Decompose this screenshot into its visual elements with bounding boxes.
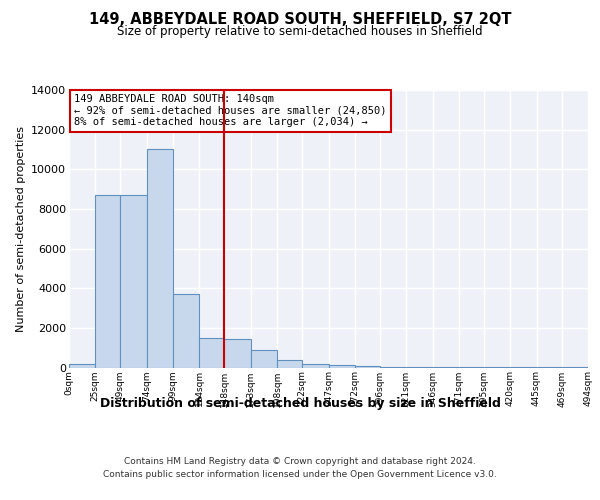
Bar [302, 364, 329, 368]
Bar [277, 360, 302, 368]
Bar [355, 366, 380, 368]
Y-axis label: Number of semi-detached properties: Number of semi-detached properties [16, 126, 26, 332]
Bar [173, 294, 199, 368]
Text: Distribution of semi-detached houses by size in Sheffield: Distribution of semi-detached houses by … [100, 398, 500, 410]
Text: Contains HM Land Registry data © Crown copyright and database right 2024.: Contains HM Land Registry data © Crown c… [124, 458, 476, 466]
Bar [380, 366, 406, 368]
Bar [224, 339, 251, 368]
Bar [69, 364, 95, 368]
Bar [251, 350, 277, 368]
Text: Contains public sector information licensed under the Open Government Licence v3: Contains public sector information licen… [103, 470, 497, 479]
Bar [147, 150, 173, 368]
Text: 149 ABBEYDALE ROAD SOUTH: 140sqm
← 92% of semi-detached houses are smaller (24,8: 149 ABBEYDALE ROAD SOUTH: 140sqm ← 92% o… [74, 94, 386, 128]
Text: Size of property relative to semi-detached houses in Sheffield: Size of property relative to semi-detach… [117, 25, 483, 38]
Bar [95, 195, 121, 368]
Text: 149, ABBEYDALE ROAD SOUTH, SHEFFIELD, S7 2QT: 149, ABBEYDALE ROAD SOUTH, SHEFFIELD, S7… [89, 12, 511, 28]
Bar [329, 364, 355, 368]
Bar [199, 338, 224, 368]
Bar [121, 195, 147, 368]
